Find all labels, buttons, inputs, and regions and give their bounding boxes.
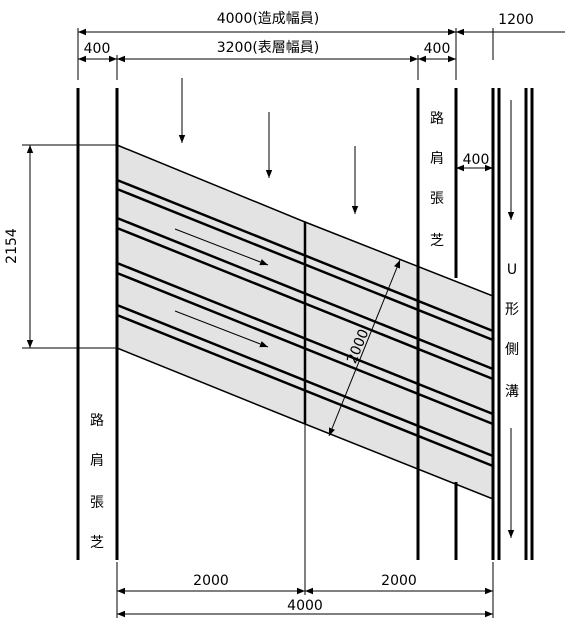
svg-text:溝: 溝 bbox=[505, 384, 519, 400]
svg-text:張: 張 bbox=[90, 495, 104, 511]
dim-bottom-total: 4000 bbox=[287, 598, 323, 614]
svg-text:張: 張 bbox=[430, 191, 444, 207]
right-shoulder-label: 路 肩 張 芝 bbox=[430, 111, 444, 249]
dim-skew-height: 2154 bbox=[4, 228, 20, 264]
dim-surface-width: 3200(表層幅員) bbox=[217, 40, 320, 56]
dim-u-channel-width: 1200 bbox=[498, 12, 534, 28]
flow-arrows-diagonal bbox=[174, 228, 269, 348]
dim-overall-width: 4000(造成幅員) bbox=[217, 11, 320, 27]
svg-text:肩: 肩 bbox=[430, 151, 444, 167]
svg-text:形: 形 bbox=[505, 302, 519, 318]
dim-bottom-left: 2000 bbox=[193, 573, 229, 589]
u-channel-label: U 形 側 溝 bbox=[505, 262, 519, 400]
svg-text:路: 路 bbox=[430, 111, 444, 127]
left-shoulder-label: 路 肩 張 芝 bbox=[90, 413, 104, 551]
svg-text:側: 側 bbox=[505, 342, 519, 358]
bottom-dimension-lines bbox=[116, 424, 494, 618]
dim-gap-to-channel: 400 bbox=[463, 152, 490, 168]
svg-text:路: 路 bbox=[90, 413, 104, 429]
svg-text:芝: 芝 bbox=[430, 233, 444, 249]
dim-right-shoulder: 400 bbox=[424, 41, 451, 57]
svg-text:肩: 肩 bbox=[90, 453, 104, 469]
svg-text:U: U bbox=[507, 262, 517, 278]
top-dimension-lines bbox=[78, 28, 565, 63]
skew-height-dimension bbox=[22, 144, 117, 349]
svg-text:芝: 芝 bbox=[90, 535, 104, 551]
structure-lines bbox=[76, 88, 534, 560]
flow-arrows-vertical bbox=[178, 78, 515, 538]
dim-bottom-right: 2000 bbox=[381, 573, 417, 589]
dim-left-shoulder: 400 bbox=[84, 41, 111, 57]
groove-lines bbox=[116, 178, 494, 468]
diagonal-dimension-line bbox=[328, 259, 401, 437]
